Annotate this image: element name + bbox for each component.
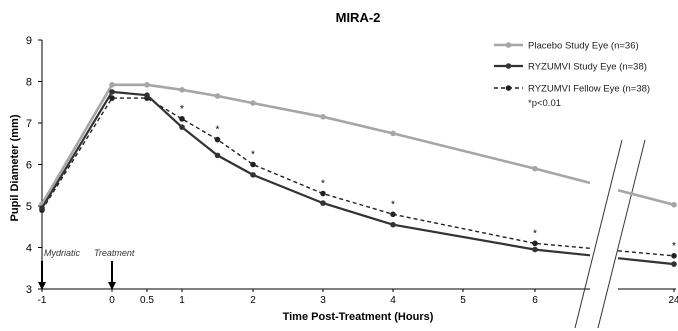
data-point xyxy=(390,130,396,137)
legend: Placebo Study Eye (n=36) RYZUMVI Study Ey… xyxy=(494,41,650,109)
legend-swatch-marker xyxy=(505,63,512,69)
significance-star: * xyxy=(391,199,395,210)
y-tick-label: 4 xyxy=(26,243,32,255)
y-tick-label: 7 xyxy=(26,118,32,130)
data-point xyxy=(250,100,256,106)
data-point xyxy=(532,165,538,172)
data-point xyxy=(671,261,677,267)
significance-star: * xyxy=(216,125,220,136)
significance-markers: * * * * * * * xyxy=(180,104,676,252)
data-point xyxy=(214,93,221,99)
significance-star: * xyxy=(533,228,537,239)
data-point xyxy=(144,92,150,98)
x-tick-label: 24 xyxy=(668,295,678,306)
significance-star: * xyxy=(672,241,676,252)
y-axis-label: Pupil Diameter (mm) xyxy=(9,114,21,221)
series-line xyxy=(617,257,675,266)
series-1 xyxy=(39,82,677,208)
series-layer xyxy=(39,82,677,267)
x-tick-label: 0 xyxy=(109,295,115,306)
significance-note: *p<0.01 xyxy=(528,98,561,109)
y-tick-label: 3 xyxy=(26,284,32,296)
data-point xyxy=(671,253,677,259)
significance-star: * xyxy=(321,179,325,190)
annotation-label: Mydriatic xyxy=(44,248,81,258)
event-annotations: Mydriatic Treatment xyxy=(38,248,135,290)
data-point xyxy=(390,211,396,218)
axis-break-marks xyxy=(574,139,646,329)
series-line xyxy=(41,97,591,249)
x-tick-label: -1 xyxy=(38,295,47,306)
data-point xyxy=(671,201,677,208)
data-point xyxy=(179,116,185,122)
series-line xyxy=(617,188,675,207)
annotation-label: Treatment xyxy=(94,248,135,258)
series-line xyxy=(40,83,591,205)
axes: 3 4 5 6 7 8 9 -1 0 0.5 1 2 3 4 5 6 24 xyxy=(26,35,678,306)
x-tick-label: 1 xyxy=(179,295,185,306)
data-point xyxy=(320,200,326,206)
data-point xyxy=(179,87,185,93)
legend-label: RYZUMVI Fellow Eye (n=38) xyxy=(528,84,650,95)
x-tick-label: 3 xyxy=(320,295,326,306)
significance-star: * xyxy=(180,104,184,115)
legend-swatch-marker xyxy=(505,85,512,91)
x-tick-label: 2 xyxy=(250,295,256,306)
data-point xyxy=(39,205,45,211)
legend-label: RYZUMVI Study Eye (n=38) xyxy=(528,62,647,73)
data-point xyxy=(179,124,185,130)
series-2 xyxy=(39,89,677,267)
data-point xyxy=(109,95,115,101)
data-point xyxy=(250,172,256,178)
data-point xyxy=(532,246,538,253)
legend-label: Placebo Study Eye (n=36) xyxy=(528,41,639,52)
data-point xyxy=(109,89,115,95)
x-tick-label: 6 xyxy=(532,295,538,306)
annotation-arrow-head xyxy=(38,282,46,290)
data-point xyxy=(250,161,256,168)
x-tick-label: 0.5 xyxy=(140,295,154,306)
data-point xyxy=(144,82,150,88)
series-line xyxy=(41,90,591,257)
y-tick-label: 5 xyxy=(26,201,32,213)
data-point xyxy=(390,221,396,228)
data-point xyxy=(320,113,326,120)
series-3 xyxy=(39,95,677,259)
legend-swatch-marker xyxy=(505,42,512,48)
data-point xyxy=(214,136,221,143)
x-tick-label: 5 xyxy=(460,295,466,306)
y-tick-label: 8 xyxy=(26,77,32,89)
axis-break-line-right xyxy=(597,139,646,329)
y-tick-label: 9 xyxy=(26,35,32,47)
data-point xyxy=(109,82,115,88)
x-axis-label: Time Post-Treatment (Hours) xyxy=(283,311,434,323)
annotation-arrow-head xyxy=(108,282,116,290)
y-tick-label: 6 xyxy=(26,160,32,172)
axis-break-line-left xyxy=(574,139,623,329)
x-tick-label: 4 xyxy=(390,295,396,306)
data-point xyxy=(532,240,538,247)
series-line xyxy=(617,250,675,257)
data-point xyxy=(320,190,326,197)
data-point xyxy=(214,152,221,159)
chart-title: MIRA-2 xyxy=(336,10,381,25)
significance-star: * xyxy=(251,150,255,161)
